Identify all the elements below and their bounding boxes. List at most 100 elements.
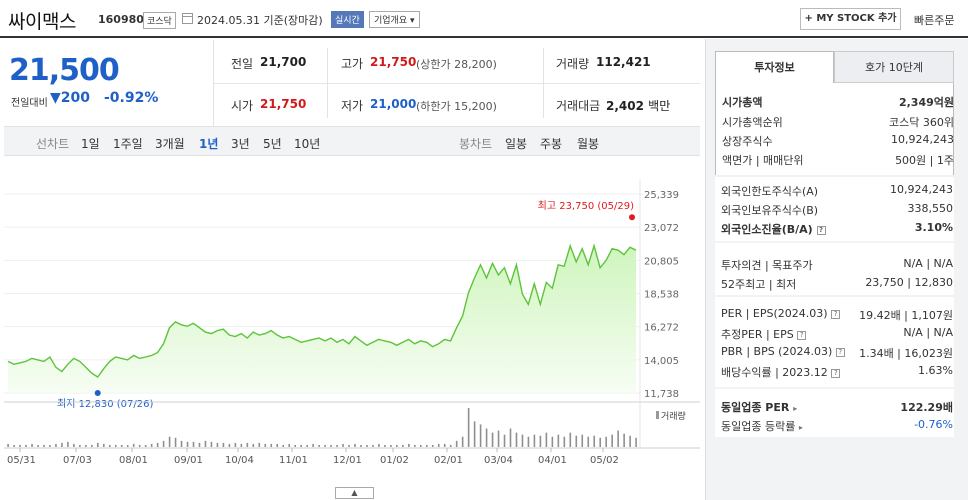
prev-close-label: 전일 (231, 57, 254, 71)
min-label: 최저 12,830 (07/26) (57, 398, 153, 410)
volume-bar (180, 440, 183, 447)
change-label: 전일대비 (11, 98, 48, 109)
volume-bar (126, 444, 129, 447)
sector-rate-row[interactable]: 동일업종 등락률 ▸ -0.76% (721, 418, 953, 433)
volume-bar (557, 434, 560, 447)
tab-order-book[interactable]: 호가 10단계 (834, 51, 954, 83)
volume-bar (443, 443, 446, 447)
dividend-row: 배당수익률 | 2023.12 ? 1.63% (721, 364, 953, 379)
help-icon[interactable]: ? (831, 309, 841, 319)
volume-bar (294, 444, 296, 447)
volume-bar (354, 443, 356, 447)
volume-bar (25, 444, 27, 447)
volume-bar (569, 432, 572, 447)
add-mystock-button[interactable]: + MY STOCK 추가 (800, 8, 901, 30)
volume-bar (306, 444, 308, 447)
volume-bar (198, 442, 201, 447)
volume-bar (318, 444, 320, 447)
period-1d[interactable]: 1일 (81, 137, 100, 151)
week52-row: 52주최고 | 최저 23,750 | 12,830 (721, 276, 953, 291)
low-label: 저가 (341, 99, 364, 113)
volume-bar (437, 443, 440, 447)
volume-bar (246, 442, 249, 447)
realtime-badge[interactable]: 실시간 (331, 11, 364, 28)
max-label: 최고 23,750 (05/29) (538, 200, 634, 212)
min-marker (94, 390, 101, 397)
max-marker (629, 214, 635, 221)
volume-bar (360, 444, 362, 447)
volume-bar (132, 443, 135, 447)
volume-bar (192, 441, 195, 447)
volume-bar (186, 441, 189, 447)
volume-bar (31, 443, 33, 447)
volume-bar (372, 444, 374, 447)
period-3y[interactable]: 3년 (231, 137, 250, 151)
rank-row: 시가총액순위 코스닥 360위 (722, 116, 954, 129)
help-icon[interactable]: ? (831, 368, 841, 378)
volume-bar (336, 444, 338, 447)
lower-limit: (하한가 15,200) (416, 100, 497, 113)
y-tick-label: 18,538 (644, 290, 679, 301)
base-date: 2024.05.31 기준(장마감) (197, 14, 323, 27)
x-tick-label: 03/04 (484, 455, 513, 466)
volume-bar (162, 440, 165, 447)
volume-label: 거래량 (661, 410, 686, 422)
volume-bar (419, 444, 422, 447)
foreign-ratio-row: 외국인소진율(B/A) ? 3.10% (721, 221, 953, 236)
info-box-foreign: 외국인한도주식수(A) 10,924,243 외국인보유주식수(B) 338,550… (715, 177, 954, 241)
help-icon[interactable]: ? (816, 225, 826, 235)
candle-weekly[interactable]: 주봉 (540, 137, 563, 151)
chevron-right-icon: ▸ (798, 423, 803, 432)
help-icon[interactable]: ? (797, 330, 807, 340)
volume-bar (216, 442, 219, 447)
x-tick-label: 11/01 (279, 455, 308, 466)
y-tick-label: 11,738 (644, 389, 679, 400)
chevron-right-icon: ▸ (793, 404, 798, 413)
foreign-hold-row: 외국인보유주식수(B) 338,550 (721, 202, 953, 217)
quick-order-link[interactable]: 빠른주문 (914, 14, 955, 27)
volume-bar (629, 435, 631, 447)
volume-bar (222, 442, 225, 447)
volume-bar (378, 443, 380, 447)
period-1w[interactable]: 1주일 (113, 137, 143, 151)
change-value: ▼200 (50, 90, 91, 106)
volume-bar (593, 435, 596, 447)
volume-bar (461, 436, 464, 447)
volume-bar (270, 443, 273, 447)
chevron-up-icon: ▲ (351, 488, 358, 497)
market-cap-row: 시가총액 2,349억원 (722, 96, 954, 109)
volume-legend-swatch (656, 411, 659, 419)
volume-bar (37, 444, 39, 447)
volume-bar (234, 442, 237, 447)
volume-label: 거래량 (556, 57, 590, 71)
x-tick-label: 07/03 (63, 455, 92, 466)
period-1y[interactable]: 1년 (199, 137, 219, 151)
volume-bar (431, 444, 434, 447)
high-label: 고가 (341, 57, 364, 71)
period-3m[interactable]: 3개월 (155, 137, 185, 151)
volume-bar (473, 421, 476, 447)
candle-monthly[interactable]: 월봉 (577, 137, 600, 151)
volume-bar (204, 440, 207, 447)
help-icon[interactable]: ? (835, 347, 845, 357)
amount-value: 2,402 백만 (606, 99, 671, 113)
period-10y[interactable]: 10년 (294, 137, 321, 151)
volume-bar (539, 435, 542, 447)
stock-header: 싸이맥스 160980 코스닥 2024.05.31 기준(장마감) 실시간 기… (0, 0, 968, 38)
volume-bar (521, 434, 524, 447)
period-5y[interactable]: 5년 (263, 137, 282, 151)
volume-bar (97, 442, 99, 447)
candle-chart-label: 봉차트 (459, 137, 493, 151)
collapse-chart-button[interactable]: ▲ (335, 487, 374, 499)
volume-bar (282, 444, 285, 447)
tab-invest-info[interactable]: 투자정보 (715, 51, 834, 83)
sector-per-row[interactable]: 동일업종 PER ▸ 122.29배 (721, 401, 953, 414)
volume-value: 112,421 (596, 55, 651, 69)
volume-bar (581, 434, 584, 447)
x-tick-label: 09/01 (174, 455, 203, 466)
x-tick-label: 04/01 (538, 455, 567, 466)
x-tick-label: 10/04 (225, 455, 254, 466)
volume-bar (342, 443, 344, 447)
company-info-dropdown[interactable]: 기업개요 ▾ (369, 11, 420, 28)
candle-daily[interactable]: 일봉 (505, 137, 528, 151)
